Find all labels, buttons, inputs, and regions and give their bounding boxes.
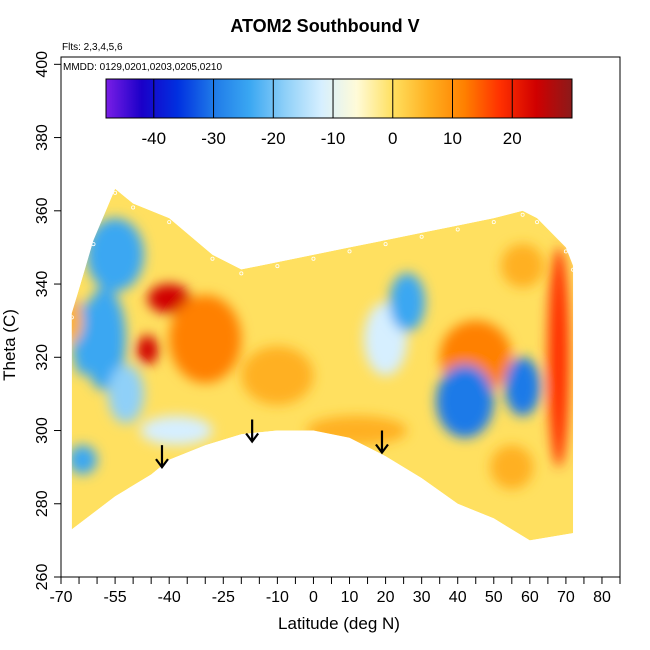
x-tick-label: 60 bbox=[521, 589, 539, 606]
field-feature-19 bbox=[500, 243, 545, 288]
obs-dot-2 bbox=[113, 190, 118, 195]
obs-dot-13 bbox=[491, 220, 496, 225]
colorbar-tick-label: -20 bbox=[261, 129, 286, 148]
y-tick-label: 320 bbox=[34, 344, 51, 371]
obs-dot-7 bbox=[275, 264, 280, 269]
arrow-marker-2 bbox=[375, 430, 389, 455]
colorbar-tick-label: 0 bbox=[388, 129, 397, 148]
field-feature-6 bbox=[71, 298, 83, 343]
dates-annotation: MMDD: 0129,0201,0203,0205,0210 bbox=[63, 62, 223, 73]
field-feature-9 bbox=[169, 295, 242, 383]
obs-dot-5 bbox=[210, 256, 215, 261]
x-tick-label: -55 bbox=[104, 589, 127, 606]
obs-dot-3 bbox=[131, 205, 136, 210]
colorbar-tick-label: 20 bbox=[503, 129, 522, 148]
obs-dot-4 bbox=[167, 220, 172, 225]
colorbar-tick-label: -10 bbox=[321, 129, 346, 148]
colorbar-tick-label: 10 bbox=[443, 129, 462, 148]
y-tick-label: 380 bbox=[34, 124, 51, 151]
x-tick-label: 70 bbox=[557, 589, 575, 606]
colorbar: -40 -30 -20 -10 0 10 20 bbox=[105, 78, 573, 148]
x-tick-label: 20 bbox=[377, 589, 395, 606]
obs-dot-10 bbox=[383, 242, 388, 247]
obs-dot-11 bbox=[419, 234, 424, 239]
field-feature-15 bbox=[504, 357, 541, 416]
arrow-marker-0 bbox=[155, 445, 169, 469]
x-tick-label: -10 bbox=[266, 589, 289, 606]
x-tick-label: 80 bbox=[593, 589, 611, 606]
flights-annotation: Flts: 2,3,4,5,6 bbox=[62, 42, 123, 53]
colorbar-tick-label: -30 bbox=[201, 129, 226, 148]
plot-frame bbox=[60, 56, 621, 578]
field-feature-16 bbox=[490, 445, 534, 490]
heatmap-field bbox=[71, 188, 574, 541]
x-tick-label: 50 bbox=[485, 589, 503, 606]
x-tick-label: 10 bbox=[341, 589, 359, 606]
obs-dot-6 bbox=[239, 271, 244, 276]
obs-dot-9 bbox=[347, 249, 352, 254]
y-tick-label: 400 bbox=[34, 51, 51, 78]
x-tick-label: -25 bbox=[212, 589, 235, 606]
field-feature-12 bbox=[389, 273, 426, 332]
colorbar-gradient bbox=[105, 78, 573, 119]
x-tick-label: 40 bbox=[449, 589, 467, 606]
axes: -70 -55 -40 -25 -10 0 10 20 30 40 50 60 70 80 260 280 30… bbox=[34, 51, 621, 606]
obs-dot-14 bbox=[520, 212, 525, 217]
field-feature-3 bbox=[107, 364, 144, 424]
field-background bbox=[71, 188, 574, 541]
x-tick-label: -40 bbox=[158, 589, 181, 606]
y-tick-label: 360 bbox=[34, 197, 51, 224]
arrows bbox=[155, 419, 389, 469]
colorbar-tick-label: -40 bbox=[142, 129, 167, 148]
x-tick-label: 0 bbox=[309, 589, 318, 606]
field-feature-10 bbox=[241, 346, 314, 405]
field-feature-18 bbox=[306, 415, 408, 446]
y-tick-label: 340 bbox=[34, 271, 51, 298]
field-feature-5 bbox=[136, 335, 159, 365]
obs-dot-8 bbox=[311, 256, 316, 261]
obs-dot-12 bbox=[455, 227, 460, 232]
field-feature-14 bbox=[436, 364, 494, 438]
field-features bbox=[71, 218, 570, 490]
field-feature-0 bbox=[82, 287, 126, 391]
x-tick-label: 30 bbox=[413, 589, 431, 606]
field-feature-7 bbox=[71, 445, 98, 475]
x-tick-label: -70 bbox=[49, 589, 72, 606]
field-feature-17 bbox=[547, 247, 570, 468]
y-tick-label: 260 bbox=[34, 564, 51, 591]
obs-dot-17 bbox=[571, 267, 574, 272]
arrow-marker-1 bbox=[245, 419, 260, 444]
field-feature-4 bbox=[147, 284, 191, 314]
y-tick-label: 280 bbox=[34, 490, 51, 517]
observation-dots bbox=[71, 190, 574, 320]
x-axis-label: Latitude (deg N) bbox=[278, 614, 400, 633]
y-tick-label: 300 bbox=[34, 417, 51, 444]
chart-title: ATOM2 Southbound V bbox=[230, 16, 420, 36]
field-feature-1 bbox=[86, 218, 144, 292]
obs-dot-0 bbox=[71, 315, 74, 320]
obs-dot-15 bbox=[535, 220, 540, 225]
field-feature-8 bbox=[140, 415, 213, 446]
